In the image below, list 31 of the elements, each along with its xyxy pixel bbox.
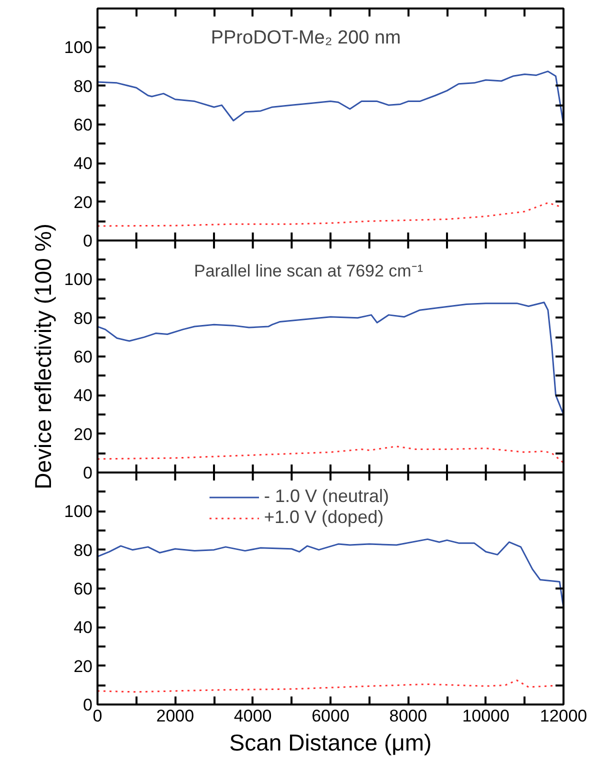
x-tick-label: 8000 [389,706,428,726]
line-series [98,302,564,416]
line-series [98,446,564,464]
y-tick-label: 0 [83,232,93,250]
y-tick-label: 60 [74,348,93,366]
y-tick-label: 0 [83,464,93,482]
y-tick-label: 100 [64,502,93,522]
x-tick-label: 10000 [462,706,510,726]
legend-label: - 1.0 V (neutral) [264,486,390,507]
y-tick-label: 80 [74,308,93,328]
y-tick-label: 40 [74,386,93,406]
annotation: Parallel line scan at 7692 cm⁻¹ [194,262,424,280]
x-tick-label: 2000 [156,706,194,726]
y-axis-title: Device reflectivity (100 %) [30,224,56,490]
x-tick-label: 4000 [234,706,272,726]
y-tick-label: 100 [64,270,93,290]
y-tick-label: 60 [74,116,93,134]
y-tick-label: 80 [74,76,93,96]
y-tick-label: 40 [74,618,93,638]
legend-label: +1.0 V (doped) [264,507,384,528]
x-tick-label: 12000 [540,706,588,726]
y-tick-label: 80 [74,540,93,560]
y-tick-label: 20 [74,192,93,212]
x-axis-title: Scan Distance (μm) [229,730,432,756]
y-tick-label: 60 [74,580,93,598]
y-tick-label: 100 [64,38,93,58]
y-tick-label: 40 [74,154,93,174]
annotation: PProDOT-Me₂ 200 nm [210,28,401,48]
y-tick-label: 20 [74,656,93,676]
x-tick-label: 6000 [312,706,350,726]
y-tick-label: 20 [74,424,93,444]
